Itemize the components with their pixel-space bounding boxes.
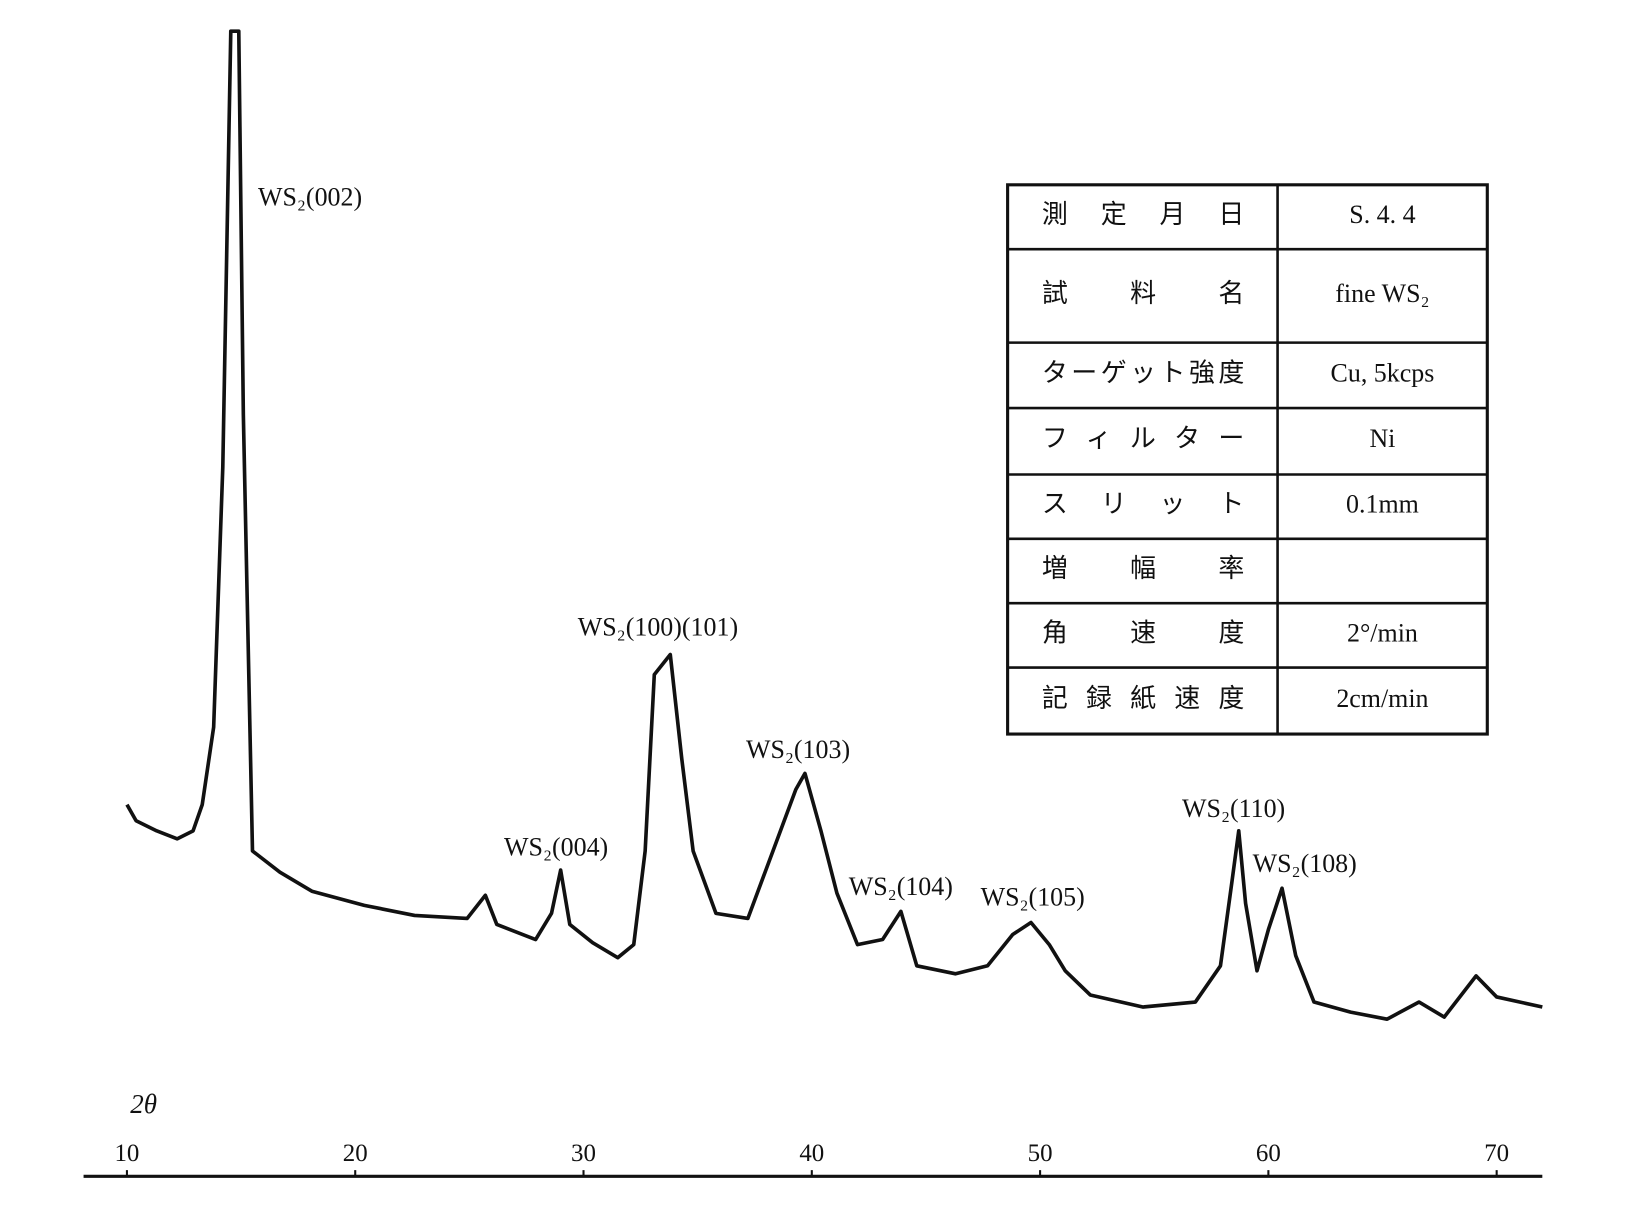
x-tick-label: 50 [1028, 1140, 1053, 1167]
table-value: S. 4. 4 [1349, 200, 1415, 229]
table-label: 角速度 [1042, 618, 1244, 647]
table-value: Cu, 5kcps [1331, 358, 1435, 387]
peak-annotation: WS₂(105) [981, 882, 1085, 911]
x-axis-label: 2θ [130, 1089, 157, 1119]
peak-annotation: WS₂(108) [1253, 849, 1357, 878]
table-label: ターゲット強度 [1042, 358, 1244, 387]
x-tick-label: 30 [571, 1140, 596, 1167]
info-table [1006, 183, 1489, 736]
peak-annotation: WS₂(104) [849, 872, 953, 901]
table-label: フィルター [1042, 424, 1244, 453]
peak-annotation: WS₂(002) [258, 183, 362, 212]
x-tick-label: 20 [343, 1140, 368, 1167]
diffraction-line [125, 29, 1543, 1021]
table-label: スリット [1042, 490, 1244, 519]
peak-annotation: WS₂(004) [504, 833, 608, 862]
table-value: 2°/min [1347, 618, 1418, 647]
peak-annotation: WS₂(100)(101) [578, 612, 738, 641]
table-label: 試料名 [1042, 279, 1244, 308]
peak-annotation: WS₂(110) [1182, 794, 1285, 823]
table-value: 0.1mm [1346, 490, 1419, 519]
table-label: 測定月日 [1042, 200, 1244, 229]
table-value: fine WS₂ [1335, 279, 1429, 308]
x-tick-label: 10 [114, 1140, 139, 1167]
peak-annotation: WS₂(103) [746, 735, 850, 764]
x-tick-label: 70 [1484, 1140, 1509, 1167]
table-label: 記録紙速度 [1042, 684, 1244, 713]
x-tick-label: 40 [799, 1140, 824, 1167]
table-label: 増幅率 [1042, 554, 1244, 583]
table-value: Ni [1369, 424, 1395, 453]
x-tick-label: 60 [1256, 1140, 1281, 1167]
table-value: 2cm/min [1336, 684, 1428, 713]
